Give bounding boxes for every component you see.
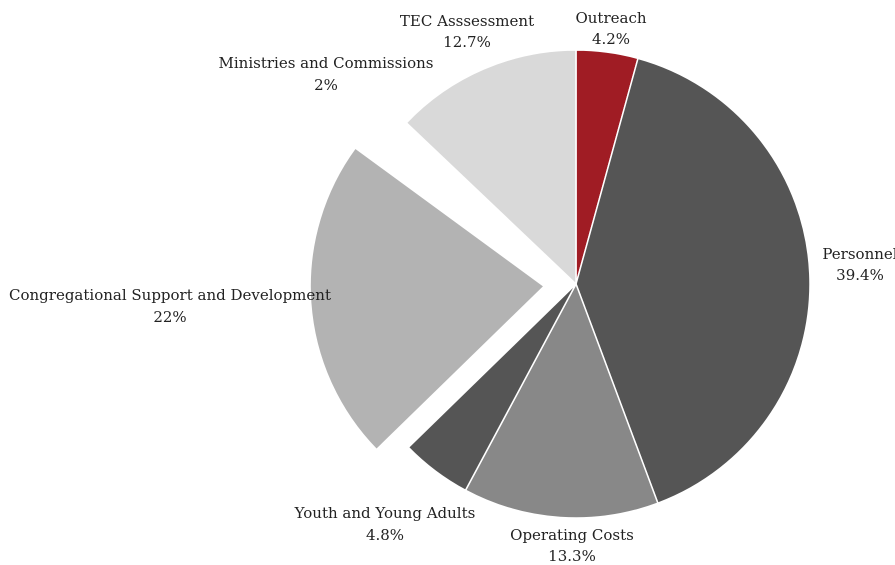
slice-label: Operating Costs (510, 526, 634, 544)
slice-label: TEC Asssessment (400, 12, 534, 30)
slice-value-label: 39.4% (836, 266, 884, 284)
pie-slice-tec-asssessment (405, 49, 577, 286)
slice-label: Congregational Support and Development (9, 286, 331, 304)
slice-value-label: 13.3% (548, 547, 596, 565)
pie-slice-youth-and-young-adults (407, 283, 577, 492)
slice-value-label: 4.2% (592, 30, 630, 48)
pie-labels: Outreach 4.2% Personnel 39.4% Operating Cost… (9, 9, 895, 565)
pie-slices (309, 49, 811, 519)
slice-label: Youth and Young Adults (294, 504, 476, 522)
slice-value-label: 2% (314, 76, 338, 94)
slice-value-label: 12.7% (443, 33, 491, 51)
pie-slice-congregational-support-and-development (309, 146, 546, 451)
pie-slice-personnel (575, 57, 811, 505)
slice-label: Personnel (822, 245, 895, 263)
slice-label: Ministries and Commissions (219, 54, 434, 72)
slice-value-label: 4.8% (366, 526, 404, 544)
slice-label: Outreach (575, 9, 646, 27)
slice-value-label: 22% (153, 308, 186, 326)
pie-slice-operating-costs (464, 282, 659, 519)
